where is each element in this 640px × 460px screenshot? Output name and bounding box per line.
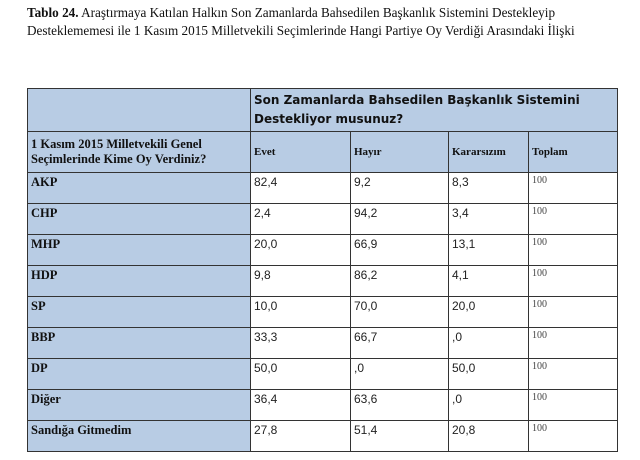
table-cell: 100	[527, 420, 619, 452]
column-header-toplam: Toplam	[527, 131, 619, 173]
table-cell: 20,8	[448, 420, 529, 452]
table-cell: 100	[527, 358, 619, 390]
table-cell: 20,0	[250, 234, 351, 266]
table-cell: ,0	[448, 327, 529, 359]
table-cell: ,0	[350, 358, 449, 390]
table-cell: 82,4	[250, 172, 351, 204]
caption-text: Araştırmaya Katılan Halkın Son Zamanlard…	[27, 5, 575, 38]
table-row: AKP 82,4 9,2 8,3 100	[27, 172, 619, 204]
table-row: BBP 33,3 66,7,0 100	[27, 327, 619, 359]
table-cell: 100	[527, 296, 619, 328]
table-cell: 66,9	[350, 234, 449, 266]
table-cell: 2,4	[250, 203, 351, 235]
table-cell: 27,8	[250, 420, 351, 452]
row-label: HDP	[27, 265, 251, 297]
table-cell: 33,3	[250, 327, 351, 359]
table-cell: 20,0	[448, 296, 529, 328]
table-cell: 100	[527, 203, 619, 235]
caption-label: Tablo 24.	[27, 5, 79, 20]
table-cell: 100	[527, 265, 619, 297]
table-row: HDP 9,8 86,2 4,1 100	[27, 265, 619, 297]
header-row-columns: 1 Kasım 2015 Milletvekili Genel Seçimler…	[27, 131, 619, 173]
table-cell: 10,0	[250, 296, 351, 328]
row-label: Sandığa Gitmedim	[27, 420, 251, 452]
table-cell: 4,1	[448, 265, 529, 297]
row-label: BBP	[27, 327, 251, 359]
column-header-hayir: Hayır	[350, 131, 449, 173]
table-row: MHP 20,0 66,9 13,1 100	[27, 234, 619, 266]
table-cell: 100	[527, 172, 619, 204]
table-row: DP 50,0,0 50,0 100	[27, 358, 619, 390]
row-label: AKP	[27, 172, 251, 204]
table-cell: 86,2	[350, 265, 449, 297]
table-cell: 70,0	[350, 296, 449, 328]
table-cell: 66,7	[350, 327, 449, 359]
table-row: SP 10,0 70,0 20,0 100	[27, 296, 619, 328]
table-row: CHP 2,4 94,2 3,4 100	[27, 203, 619, 235]
table-cell: 100	[527, 234, 619, 266]
table-cell: 50,0	[448, 358, 529, 390]
table-cell: 100	[527, 327, 619, 359]
row-label: SP	[27, 296, 251, 328]
table-cell: 100	[527, 389, 619, 421]
row-label: CHP	[27, 203, 251, 235]
group-header: Son Zamanlarda Bahsedilen Başkanlık Sist…	[249, 88, 619, 132]
header-row-group: Son Zamanlarda Bahsedilen Başkanlık Sist…	[27, 88, 619, 132]
table-cell: 8,3	[448, 172, 529, 204]
table-cell: ,0	[448, 389, 529, 421]
table-cell: 36,4	[250, 389, 351, 421]
row-header: 1 Kasım 2015 Milletvekili Genel Seçimler…	[27, 131, 251, 173]
table-cell: 3,4	[448, 203, 529, 235]
table-row: Sandığa Gitmedim 27,8 51,4 20,8 100	[27, 420, 619, 452]
data-table: Son Zamanlarda Bahsedilen Başkanlık Sist…	[27, 88, 619, 452]
table-caption: Tablo 24. Araştırmaya Katılan Halkın Son…	[27, 4, 627, 40]
table-row: Diğer 36,4 63,6,0 100	[27, 389, 619, 421]
table-body: AKP 82,4 9,2 8,3 100 CHP 2,4 94,2 3,4 100 MHP 20,0 6…	[27, 172, 619, 452]
row-label: DP	[27, 358, 251, 390]
column-header-kararsizim: Kararsızım	[448, 131, 529, 173]
table-cell: 63,6	[350, 389, 449, 421]
table-cell: 51,4	[350, 420, 449, 452]
row-label: Diğer	[27, 389, 251, 421]
row-label: MHP	[27, 234, 251, 266]
column-header-evet: Evet	[250, 131, 351, 173]
table-cell: 13,1	[448, 234, 529, 266]
table-cell: 9,8	[250, 265, 351, 297]
table-cell: 94,2	[350, 203, 449, 235]
table-cell: 50,0	[250, 358, 351, 390]
header-empty-cell	[27, 88, 251, 132]
table-cell: 9,2	[350, 172, 449, 204]
